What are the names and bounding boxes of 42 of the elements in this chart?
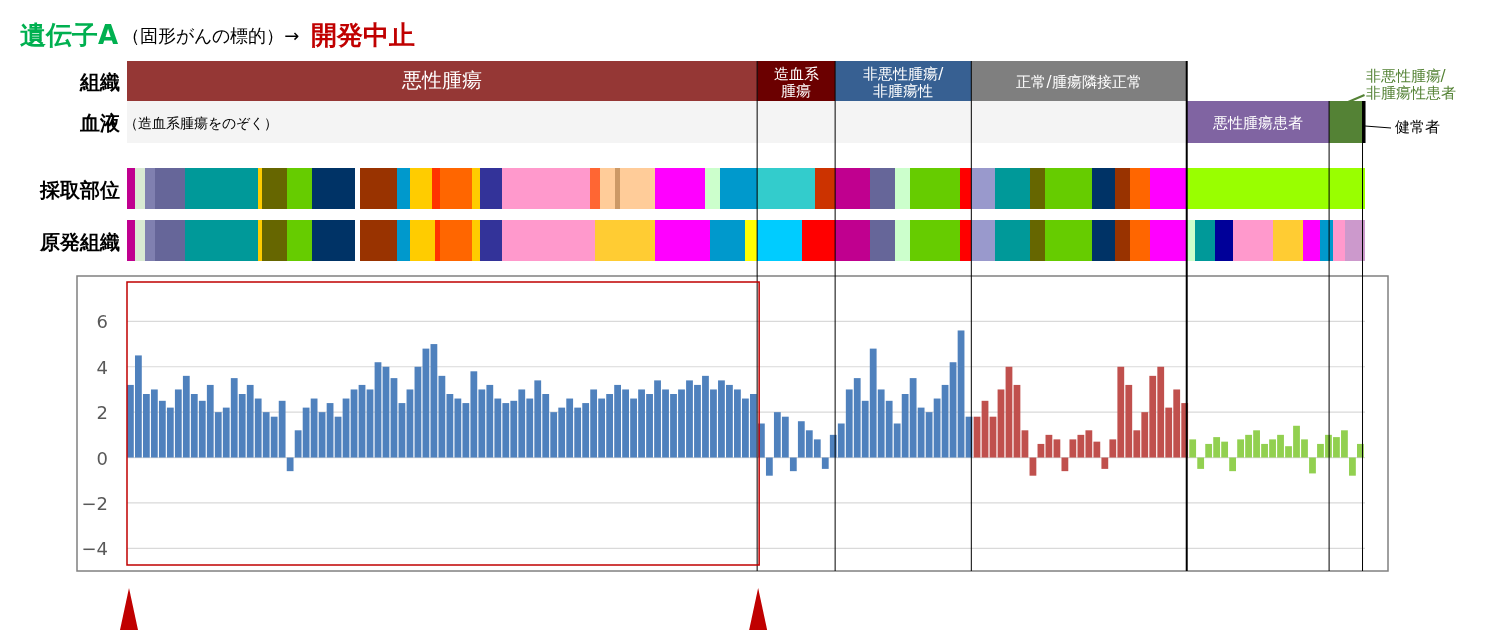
y-tick-label: −2 [81,492,108,514]
series-label: 非悪性腫瘍/非腫瘍性 [863,64,945,100]
series-label: 正常/腫瘍隣接正常 [1016,73,1142,91]
y-tick-label: 6 [96,311,108,333]
chart-subtitle: （固形がんの標的）→ [122,25,300,46]
bar [350,389,358,458]
bar [1101,457,1109,469]
bar [318,412,326,458]
category-label: 採取部位 [39,178,120,202]
bar [1197,457,1205,469]
y-tick-label: −4 [81,538,108,560]
bar [1357,443,1364,458]
text: 開発中止 [311,20,416,50]
bar [1021,430,1029,458]
bar [286,457,294,472]
bar [789,457,797,472]
annotation: （造血系腫瘍をのぞく） [124,115,278,131]
bar [1037,443,1045,458]
bar [1189,439,1197,458]
series-label: 非悪性腫瘍/非腫瘍性患者 [1365,66,1456,102]
bar [1061,457,1069,472]
bar [765,457,773,476]
bar [821,457,829,469]
bar [1045,434,1053,458]
bar [1053,439,1061,458]
bar [1229,457,1237,472]
bar [1309,457,1316,474]
chart-title: 遺伝子A [20,20,119,50]
y-tick-label: 血液 [79,111,121,135]
bar [366,389,374,458]
series-label: 造血系腫瘍 [773,64,819,100]
y-tick-label: 4 [96,356,108,378]
series-label: 悪性腫瘍 [401,68,483,92]
bar [1349,457,1356,476]
series-label: 悪性腫瘍患者 [1211,114,1303,132]
legend-label: 健常者 [1395,118,1440,136]
category-label: 原発組織 [39,230,120,254]
bar [406,389,414,458]
y-tick-label: 組織 [79,70,120,94]
y-tick-label: 2 [96,402,108,424]
y-tick-label: 0 [96,447,108,469]
bar [997,389,1005,458]
